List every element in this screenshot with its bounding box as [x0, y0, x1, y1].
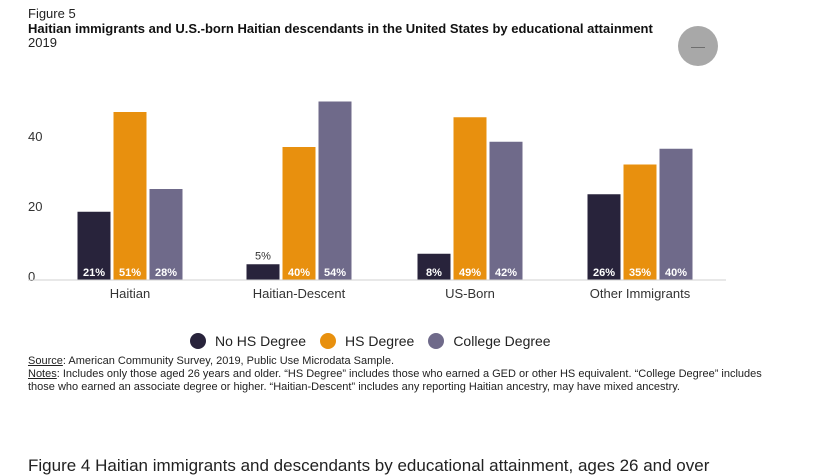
close-button[interactable]: —	[678, 26, 718, 66]
legend-dot	[320, 333, 337, 349]
notes: Source: American Community Survey, 2019,…	[28, 355, 788, 394]
bar	[417, 253, 451, 280]
data-label: 5%	[255, 250, 271, 262]
data-label: 21%	[83, 267, 105, 279]
x-tick-label: Haitian-Descent	[253, 286, 346, 301]
bars	[77, 101, 693, 280]
data-label: 40%	[665, 267, 687, 279]
bar	[489, 141, 523, 280]
legend: No HS Degree HS Degree College Degree	[190, 333, 565, 349]
bar	[113, 112, 147, 280]
bar	[246, 264, 280, 280]
x-axis: Haitian Haitian-Descent US-Born Other Immig…	[110, 286, 691, 301]
chart-subtitle: 2019	[28, 35, 57, 50]
y-tick-label: 40	[28, 129, 42, 144]
x-tick-label: Haitian	[110, 286, 150, 301]
y-tick-label: 0	[28, 269, 35, 284]
data-label: 54%	[324, 267, 346, 279]
bar	[282, 147, 316, 280]
legend-label: HS Degree	[345, 333, 415, 349]
legend-label: College Degree	[453, 333, 551, 349]
bar	[453, 117, 487, 280]
x-tick-label: US-Born	[445, 286, 495, 301]
legend-item-hs: HS Degree	[320, 333, 414, 349]
data-label: 51%	[119, 267, 141, 279]
bar	[587, 194, 621, 280]
data-label: 8%	[426, 267, 442, 279]
x-tick-label: Other Immigrants	[590, 286, 691, 301]
bar	[318, 101, 352, 280]
y-tick-label: 20	[28, 199, 42, 214]
bar-chart: 0 20 40 21% 51% 28% 5% 40% 54% 8% 49% 42% 26% 35% 40%…	[28, 101, 726, 301]
bar	[659, 148, 693, 280]
bar	[623, 164, 657, 280]
bar-labels: 21% 51% 28% 5% 40% 54% 8% 49% 42% 26% 35% 40%	[83, 250, 687, 279]
data-label: 49%	[459, 267, 481, 279]
data-label: 35%	[629, 267, 651, 279]
notes-label: Notes	[28, 368, 57, 380]
legend-dot	[190, 333, 206, 349]
source-label: Source	[28, 355, 63, 367]
dash-icon: —	[691, 38, 705, 54]
bar	[77, 211, 111, 280]
y-axis: 0 20 40	[28, 129, 42, 284]
legend-item-college: College Degree	[428, 333, 551, 349]
chart-title: Haitian immigrants and U.S.-born Haitian…	[28, 21, 653, 36]
legend-label: No HS Degree	[215, 333, 307, 349]
notes-line: Notes: Includes only those aged 26 years…	[28, 368, 788, 394]
source-line: Source: American Community Survey, 2019,…	[28, 355, 788, 368]
source-text: : American Community Survey, 2019, Publi…	[62, 355, 395, 367]
bar	[149, 189, 183, 280]
body-text: Figure 4 Haitian immigrants and descenda…	[28, 456, 710, 475]
data-label: 28%	[155, 267, 177, 279]
data-label: 40%	[288, 267, 310, 279]
notes-text: : Includes only those aged 26 years and …	[28, 368, 762, 393]
data-label: 42%	[495, 267, 517, 279]
data-label: 26%	[593, 267, 615, 279]
legend-item-no-hs: No HS Degree	[190, 333, 306, 349]
legend-dot	[428, 333, 445, 349]
figure-label: Figure 5	[28, 6, 76, 21]
